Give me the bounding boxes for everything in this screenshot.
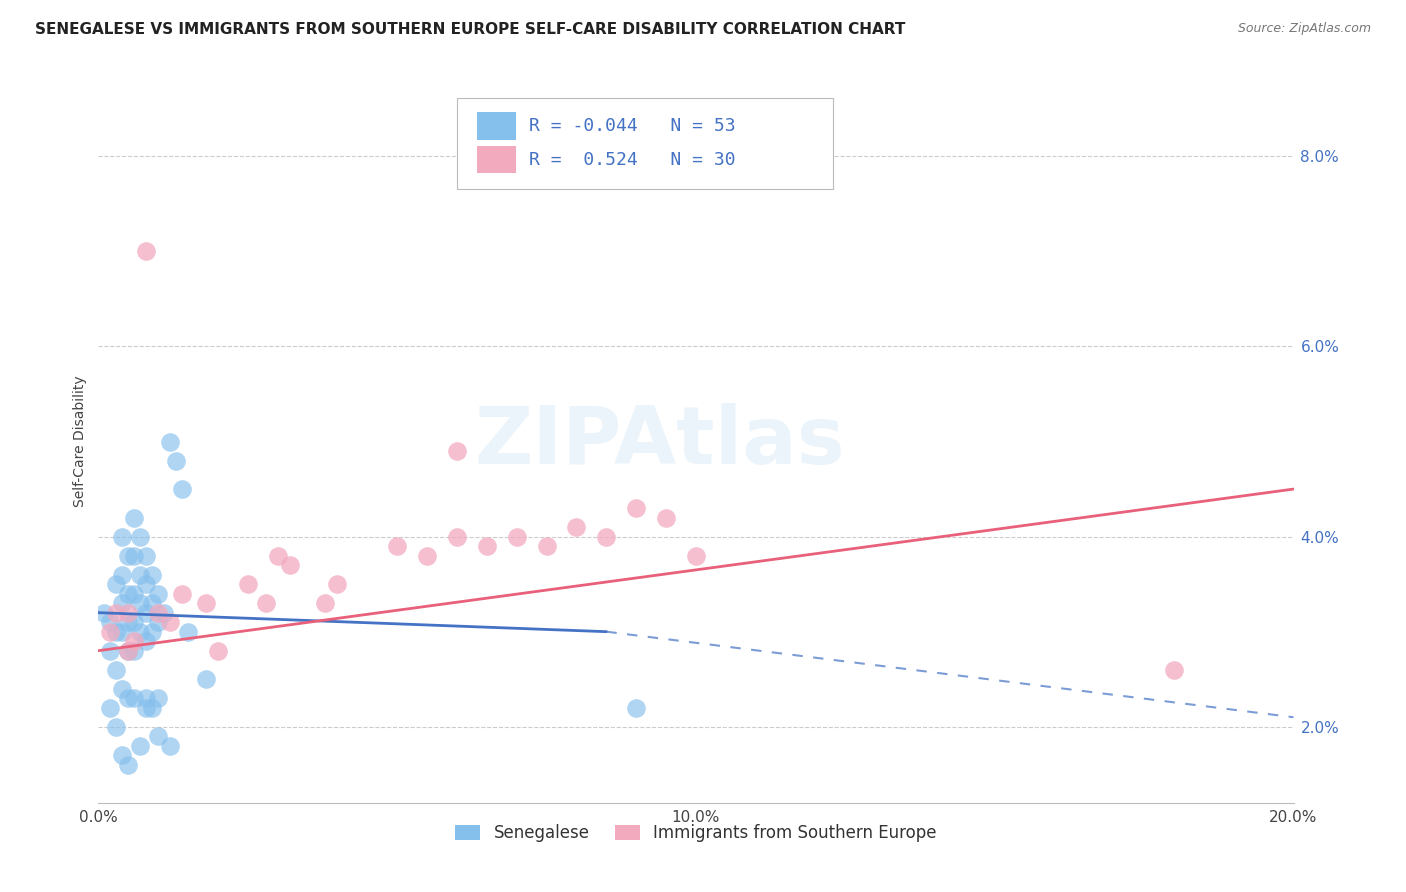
Point: [105, 720, 128, 734]
Point: [148, 615, 170, 630]
Point: [124, 691, 146, 706]
Text: SENEGALESE VS IMMIGRANTS FROM SOUTHERN EUROPE SELF-CARE DISABILITY CORRELATION C: SENEGALESE VS IMMIGRANTS FROM SOUTHERN E…: [35, 22, 905, 37]
Point: [129, 596, 152, 610]
Point: [98, 700, 122, 714]
Point: [135, 549, 157, 563]
Point: [105, 663, 128, 677]
Point: [135, 244, 157, 259]
Point: [105, 577, 128, 591]
FancyBboxPatch shape: [457, 98, 834, 189]
Point: [141, 700, 163, 714]
Text: Source: ZipAtlas.com: Source: ZipAtlas.com: [1237, 22, 1371, 36]
Y-axis label: Self-Care Disability: Self-Care Disability: [73, 376, 87, 508]
Point: [1163, 663, 1185, 677]
Point: [236, 577, 259, 591]
Point: [124, 615, 146, 630]
Point: [124, 643, 146, 657]
Point: [315, 596, 337, 610]
Point: [626, 700, 648, 714]
Point: [117, 587, 139, 601]
Point: [124, 634, 146, 648]
Point: [124, 587, 146, 601]
Point: [117, 615, 139, 630]
Point: [148, 606, 170, 620]
Point: [98, 624, 122, 639]
Point: [124, 549, 146, 563]
Point: [129, 739, 152, 753]
Point: [536, 539, 558, 553]
Point: [416, 549, 439, 563]
Point: [135, 606, 157, 620]
Point: [141, 567, 163, 582]
Point: [148, 729, 170, 743]
Point: [278, 558, 301, 573]
Point: [655, 510, 678, 524]
Text: ZIPAtlas: ZIPAtlas: [475, 402, 845, 481]
Point: [129, 624, 152, 639]
Point: [153, 606, 176, 620]
Point: [98, 615, 122, 630]
Point: [117, 757, 139, 772]
Bar: [477, 112, 516, 139]
Point: [326, 577, 349, 591]
Point: [141, 596, 163, 610]
Point: [135, 691, 157, 706]
Point: [111, 681, 134, 696]
Point: [141, 624, 163, 639]
Point: [135, 634, 157, 648]
Point: [148, 691, 170, 706]
Point: [595, 530, 617, 544]
Point: [267, 549, 290, 563]
Point: [111, 624, 134, 639]
Point: [135, 700, 157, 714]
Point: [685, 549, 707, 563]
Point: [93, 606, 115, 620]
Point: [117, 643, 139, 657]
Point: [165, 453, 187, 467]
Point: [195, 596, 218, 610]
Point: [111, 596, 134, 610]
Point: [172, 482, 194, 496]
Point: [98, 643, 122, 657]
Point: [254, 596, 277, 610]
Point: [129, 530, 152, 544]
Point: [135, 577, 157, 591]
Point: [172, 587, 194, 601]
Point: [506, 530, 529, 544]
Legend: Senegalese, Immigrants from Southern Europe: Senegalese, Immigrants from Southern Eur…: [449, 817, 943, 848]
Point: [105, 606, 128, 620]
Point: [148, 587, 170, 601]
Point: [124, 510, 146, 524]
Point: [159, 739, 181, 753]
Point: [446, 530, 468, 544]
Point: [117, 606, 139, 620]
Point: [105, 624, 128, 639]
Point: [159, 615, 181, 630]
Point: [111, 748, 134, 763]
Point: [475, 539, 498, 553]
Point: [446, 444, 468, 458]
Point: [177, 624, 200, 639]
Point: [111, 530, 134, 544]
Point: [565, 520, 588, 534]
Text: R =  0.524   N = 30: R = 0.524 N = 30: [529, 151, 735, 169]
Point: [117, 549, 139, 563]
Point: [207, 643, 229, 657]
Text: R = -0.044   N = 53: R = -0.044 N = 53: [529, 117, 735, 135]
Point: [117, 643, 139, 657]
Point: [129, 567, 152, 582]
Point: [159, 434, 181, 449]
Point: [117, 691, 139, 706]
Point: [195, 672, 218, 686]
Point: [111, 567, 134, 582]
Bar: [477, 146, 516, 173]
Point: [385, 539, 409, 553]
Point: [626, 501, 648, 516]
